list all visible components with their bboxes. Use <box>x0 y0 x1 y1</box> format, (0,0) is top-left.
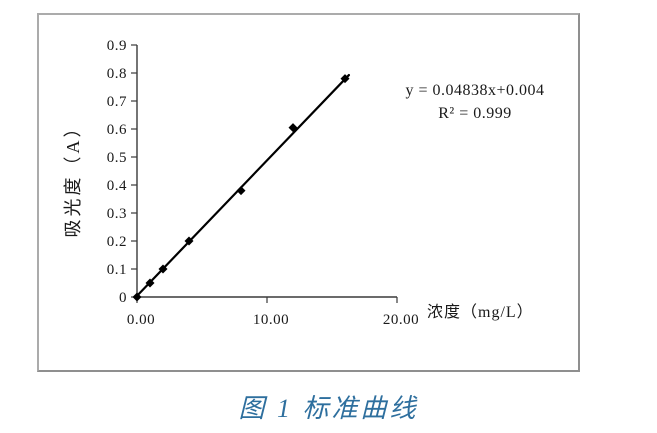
regression-equation: y = 0.04838x+0.004 <box>405 82 545 99</box>
y-tick-label: 0.3 <box>107 206 127 222</box>
x-tick-label: 20.00 <box>383 312 419 328</box>
y-tick-label: 0.8 <box>107 66 127 82</box>
y-tick-label: 0.7 <box>107 94 127 110</box>
data-point-marker <box>145 278 155 288</box>
chart-frame: 0 0.1 0.2 0.3 0.4 0.5 0.6 0.7 0.8 0.9 0.00 10.00 20.… <box>37 13 580 372</box>
data-point-marker <box>340 74 350 84</box>
y-tick-label: 0.9 <box>107 38 127 54</box>
trend-line <box>135 73 350 297</box>
data-point-marker <box>184 236 194 246</box>
data-point-marker <box>288 123 298 133</box>
y-tick-label: 0.4 <box>107 178 127 194</box>
standard-curve-chart: 0 0.1 0.2 0.3 0.4 0.5 0.6 0.7 0.8 0.9 0.00 10.00 20.… <box>107 38 419 328</box>
y-tick-label: 0.1 <box>107 262 127 278</box>
regression-annotation: y = 0.04838x+0.004 R² = 0.999 <box>375 79 575 125</box>
y-tick-label: 0.2 <box>107 234 127 250</box>
data-point-marker <box>158 264 168 274</box>
y-tick-label: 0 <box>119 290 127 306</box>
x-axis-title: 浓度（mg/L） <box>427 304 534 321</box>
figure-caption: 图 1 标准曲线 <box>238 394 419 423</box>
x-tick-label: 10.00 <box>253 312 289 328</box>
data-point-marker <box>132 292 142 302</box>
data-point-marker <box>236 186 246 196</box>
y-tick-label: 0.6 <box>107 122 127 138</box>
y-axis-title: 吸光度（A） <box>63 116 83 238</box>
y-tick-label: 0.5 <box>107 150 127 166</box>
r-squared-value: R² = 0.999 <box>438 105 512 122</box>
x-tick-label: 0.00 <box>127 312 155 328</box>
